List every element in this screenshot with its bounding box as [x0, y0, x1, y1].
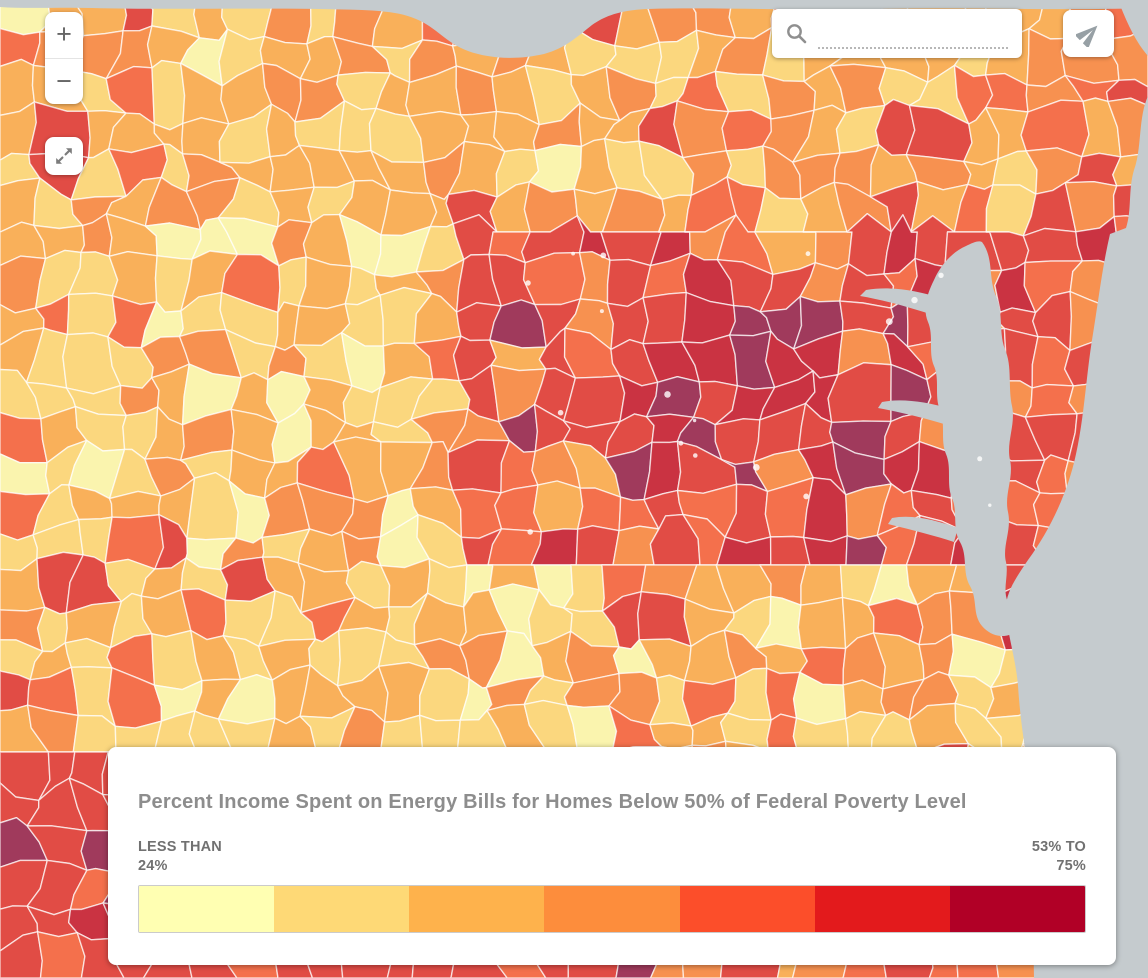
legend-swatch-0 [139, 886, 275, 933]
city-dot [525, 280, 531, 286]
water-area [1118, 0, 1148, 56]
legend-swatch-4 [679, 886, 815, 933]
map-county[interactable] [151, 59, 186, 131]
legend-swatch-2 [409, 886, 545, 933]
legend-max-label: 53% TO 75% [1032, 838, 1086, 876]
search-icon [787, 24, 807, 44]
legend-range-labels: LESS THAN 24% 53% TO 75% [138, 838, 1086, 876]
city-dot [803, 493, 810, 500]
map-county[interactable] [797, 596, 847, 650]
city-dot [885, 318, 893, 325]
city-dot [752, 464, 760, 471]
search-box [772, 9, 1022, 58]
legend-swatch-6 [949, 886, 1085, 933]
city-dot [678, 440, 684, 446]
city-dot [664, 391, 671, 398]
water-area [878, 400, 948, 424]
city-dot [557, 409, 564, 416]
send-arrow-icon [1075, 25, 1097, 47]
expand-button[interactable] [45, 137, 83, 175]
city-dot [600, 252, 607, 259]
legend-min-line1: LESS THAN [138, 839, 222, 855]
legend-swatch-5 [814, 886, 950, 933]
map-county[interactable] [1022, 227, 1084, 264]
city-dot [977, 456, 983, 462]
water-area [0, 0, 1148, 58]
zoom-control: + − [45, 12, 83, 104]
city-dot [527, 529, 533, 535]
map-county[interactable] [642, 291, 687, 345]
water-area [925, 241, 1019, 637]
city-dot [988, 503, 992, 507]
map-county[interactable] [72, 714, 117, 753]
map-county[interactable] [570, 525, 620, 566]
map-county[interactable] [104, 514, 165, 570]
legend-min-line2: 24% [138, 858, 168, 875]
legend-title: Percent Income Spent on Energy Bills for… [138, 791, 967, 813]
map-county[interactable] [36, 931, 86, 978]
map-county[interactable] [0, 411, 48, 464]
city-dot [599, 309, 604, 314]
map-county[interactable] [637, 591, 692, 648]
legend-swatch-3 [544, 886, 680, 933]
zoom-out-button[interactable]: − [45, 57, 83, 105]
city-dot [693, 453, 698, 458]
map-county[interactable] [577, 487, 622, 532]
map-county[interactable] [533, 480, 584, 533]
map-county[interactable] [1107, 97, 1148, 158]
city-dot [692, 418, 697, 423]
map-county[interactable] [66, 292, 117, 338]
legend-color-bar [138, 885, 1086, 934]
map-county[interactable] [803, 535, 848, 566]
water-area [860, 288, 940, 316]
city-dot [911, 296, 918, 304]
map-county[interactable] [447, 439, 511, 494]
legend-panel: Percent Income Spent on Energy Bills for… [108, 747, 1116, 965]
search-input[interactable] [818, 27, 1008, 49]
expand-arrows-icon [56, 148, 72, 164]
map-county[interactable] [1106, 78, 1148, 107]
map-county[interactable] [522, 252, 586, 306]
city-dot [938, 272, 944, 278]
legend-min-label: LESS THAN 24% [138, 838, 222, 876]
city-dot [805, 251, 811, 257]
map-county[interactable] [578, 251, 611, 304]
water-area [888, 516, 958, 542]
city-dot [571, 251, 575, 256]
legend-max-line2: 75% [1056, 858, 1086, 875]
locate-button[interactable] [1063, 10, 1114, 57]
legend-swatch-1 [274, 886, 410, 933]
zoom-in-button[interactable]: + [56, 19, 72, 50]
map-county[interactable] [714, 418, 761, 466]
map-county[interactable] [0, 931, 43, 978]
legend-max-line1: 53% TO [1031, 839, 1086, 855]
